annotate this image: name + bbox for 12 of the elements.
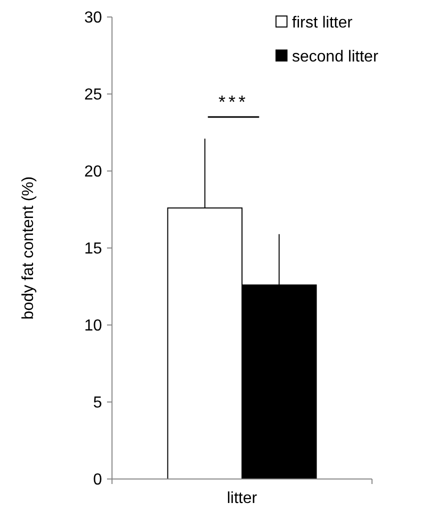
y-tick-label: 20 [84, 164, 102, 181]
y-tick-label: 10 [84, 318, 102, 335]
y-tick-label: 15 [84, 240, 102, 258]
y-tick-label: 0 [93, 472, 102, 489]
annotation: *** [218, 92, 249, 112]
y-tick-label: 25 [84, 86, 102, 104]
y-tick-label: 5 [93, 394, 102, 412]
y-axis-title: body fat content (%) [20, 176, 37, 320]
y-tick-label: 30 [84, 10, 102, 27]
x-tick-label: litter [226, 490, 258, 507]
legend-label: second litter [292, 48, 379, 66]
legend-label: first litter [292, 14, 354, 32]
